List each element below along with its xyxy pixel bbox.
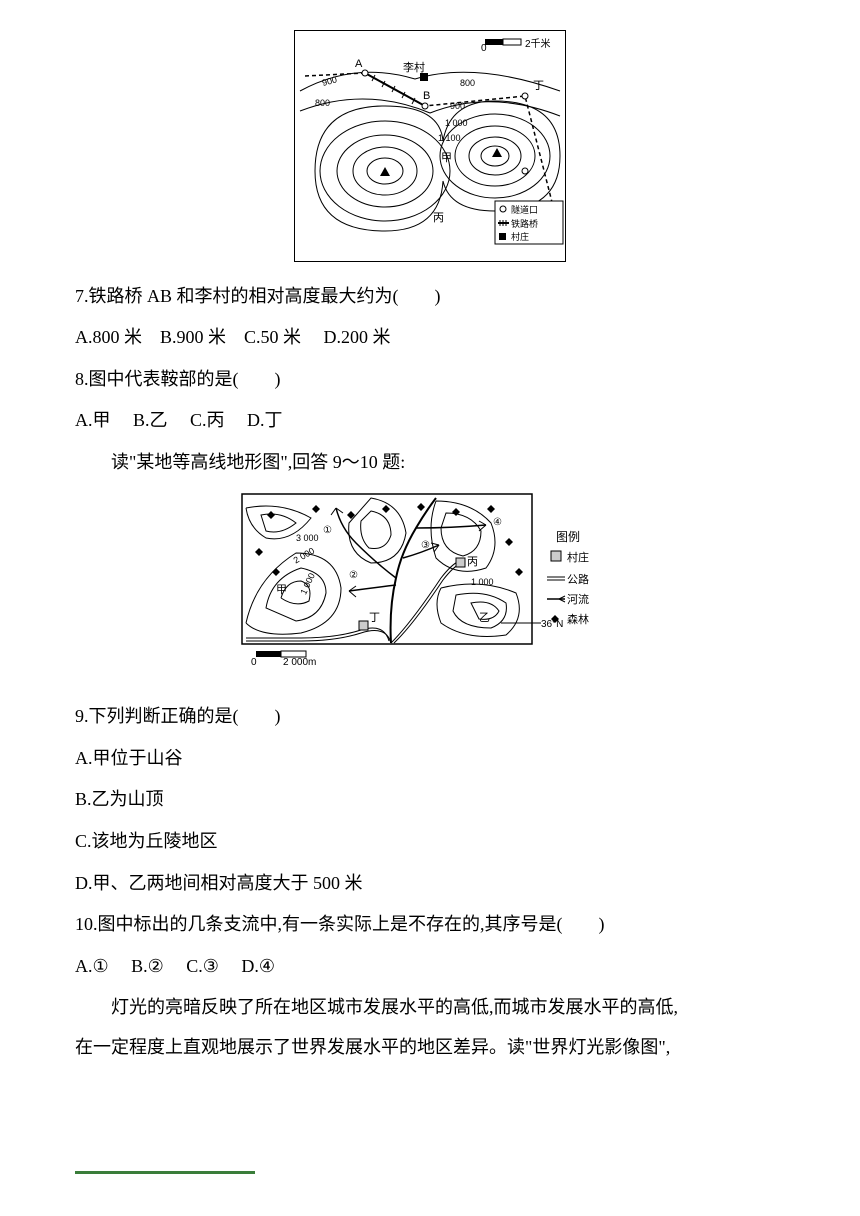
label-ding: 丁: [533, 80, 544, 92]
label-B: B: [423, 90, 430, 102]
intro-lights-a: 灯光的亮暗反映了所在地区城市发展水平的高低,而城市发展水平的高低,: [75, 988, 785, 1028]
map2-box: 3 000 2 000 1 000 1 000 甲 乙 丙 丁 ① ② ③ ④ …: [241, 493, 619, 683]
label-900b: 900: [450, 101, 465, 111]
label-1000: 1 000: [445, 118, 468, 128]
m2-3000: 3 000: [296, 533, 319, 543]
question-9-optB: B.乙为山顶: [75, 780, 785, 820]
scale-0: 0: [481, 43, 487, 54]
map1-wrapper: 0 2千米: [75, 30, 785, 262]
m2-lat: 36°N: [541, 619, 563, 630]
question-9-optC: C.该地为丘陵地区: [75, 822, 785, 862]
m2-legend-village: 村庄: [567, 550, 589, 564]
question-7-options: A.800 米 B.900 米 C.50 米 D.200 米: [75, 318, 785, 358]
question-8-options: A.甲 B.乙 C.丙 D.丁: [75, 401, 785, 441]
m2-bing: 丙: [467, 556, 478, 568]
question-9-optD: D.甲、乙两地间相对高度大于 500 米: [75, 864, 785, 904]
legend-village: 村庄: [511, 231, 529, 242]
footer-rule: [75, 1171, 255, 1174]
intro-9-10: 读"某地等高线地形图",回答 9～10 题:: [75, 443, 785, 483]
label-bing: 丙: [433, 212, 444, 224]
label-800b: 800: [460, 78, 475, 88]
m2-legend-river: 河流: [567, 592, 589, 606]
legend-tunnel: 隧道口: [511, 204, 538, 215]
m2-legend-forest: 森林: [567, 612, 589, 626]
m2-n4: ④: [493, 517, 502, 528]
intro-lights-b: 在一定程度上直观地展示了世界发展水平的地区差异。读"世界灯光影像图",: [75, 1028, 785, 1068]
m2-legend-title: 图例: [556, 530, 580, 544]
question-10-options: A.① B.② C.③ D.④: [75, 947, 785, 987]
m2-n2: ②: [349, 570, 358, 581]
label-jia: 甲: [441, 152, 452, 164]
m2-n3: ③: [421, 540, 430, 551]
legend-bridge: 铁路桥: [511, 218, 538, 229]
question-8: 8.图中代表鞍部的是( ): [75, 360, 785, 400]
question-9-optA: A.甲位于山谷: [75, 739, 785, 779]
m2-jia: 甲: [276, 584, 287, 596]
m2-ding: 丁: [369, 612, 380, 624]
m2-legend-road: 公路: [567, 573, 589, 586]
m2-scale0: 0: [251, 657, 257, 668]
contour-map-1: 0 2千米: [295, 31, 565, 246]
label-900a: 900: [321, 74, 338, 88]
contour-map-2: 3 000 2 000 1 000 1 000 甲 乙 丙 丁 ① ② ③ ④ …: [241, 493, 619, 668]
m2-scaledist: 2 000m: [283, 657, 316, 668]
m2-1000b: 1 000: [471, 577, 494, 587]
label-village: 李村: [403, 60, 425, 74]
map1-box: 0 2千米: [294, 30, 566, 262]
question-7: 7.铁路桥 AB 和李村的相对高度最大约为( ): [75, 277, 785, 317]
label-1100: 1 100: [438, 133, 461, 143]
label-A: A: [355, 58, 363, 70]
m2-n1: ①: [323, 525, 332, 536]
question-9: 9.下列判断正确的是( ): [75, 697, 785, 737]
map2-wrapper: 3 000 2 000 1 000 1 000 甲 乙 丙 丁 ① ② ③ ④ …: [75, 493, 785, 683]
scale-dist: 2千米: [525, 37, 551, 50]
label-800a: 800: [315, 98, 330, 108]
m2-yi: 乙: [479, 611, 490, 624]
question-10: 10.图中标出的几条支流中,有一条实际上是不存在的,其序号是( ): [75, 905, 785, 945]
